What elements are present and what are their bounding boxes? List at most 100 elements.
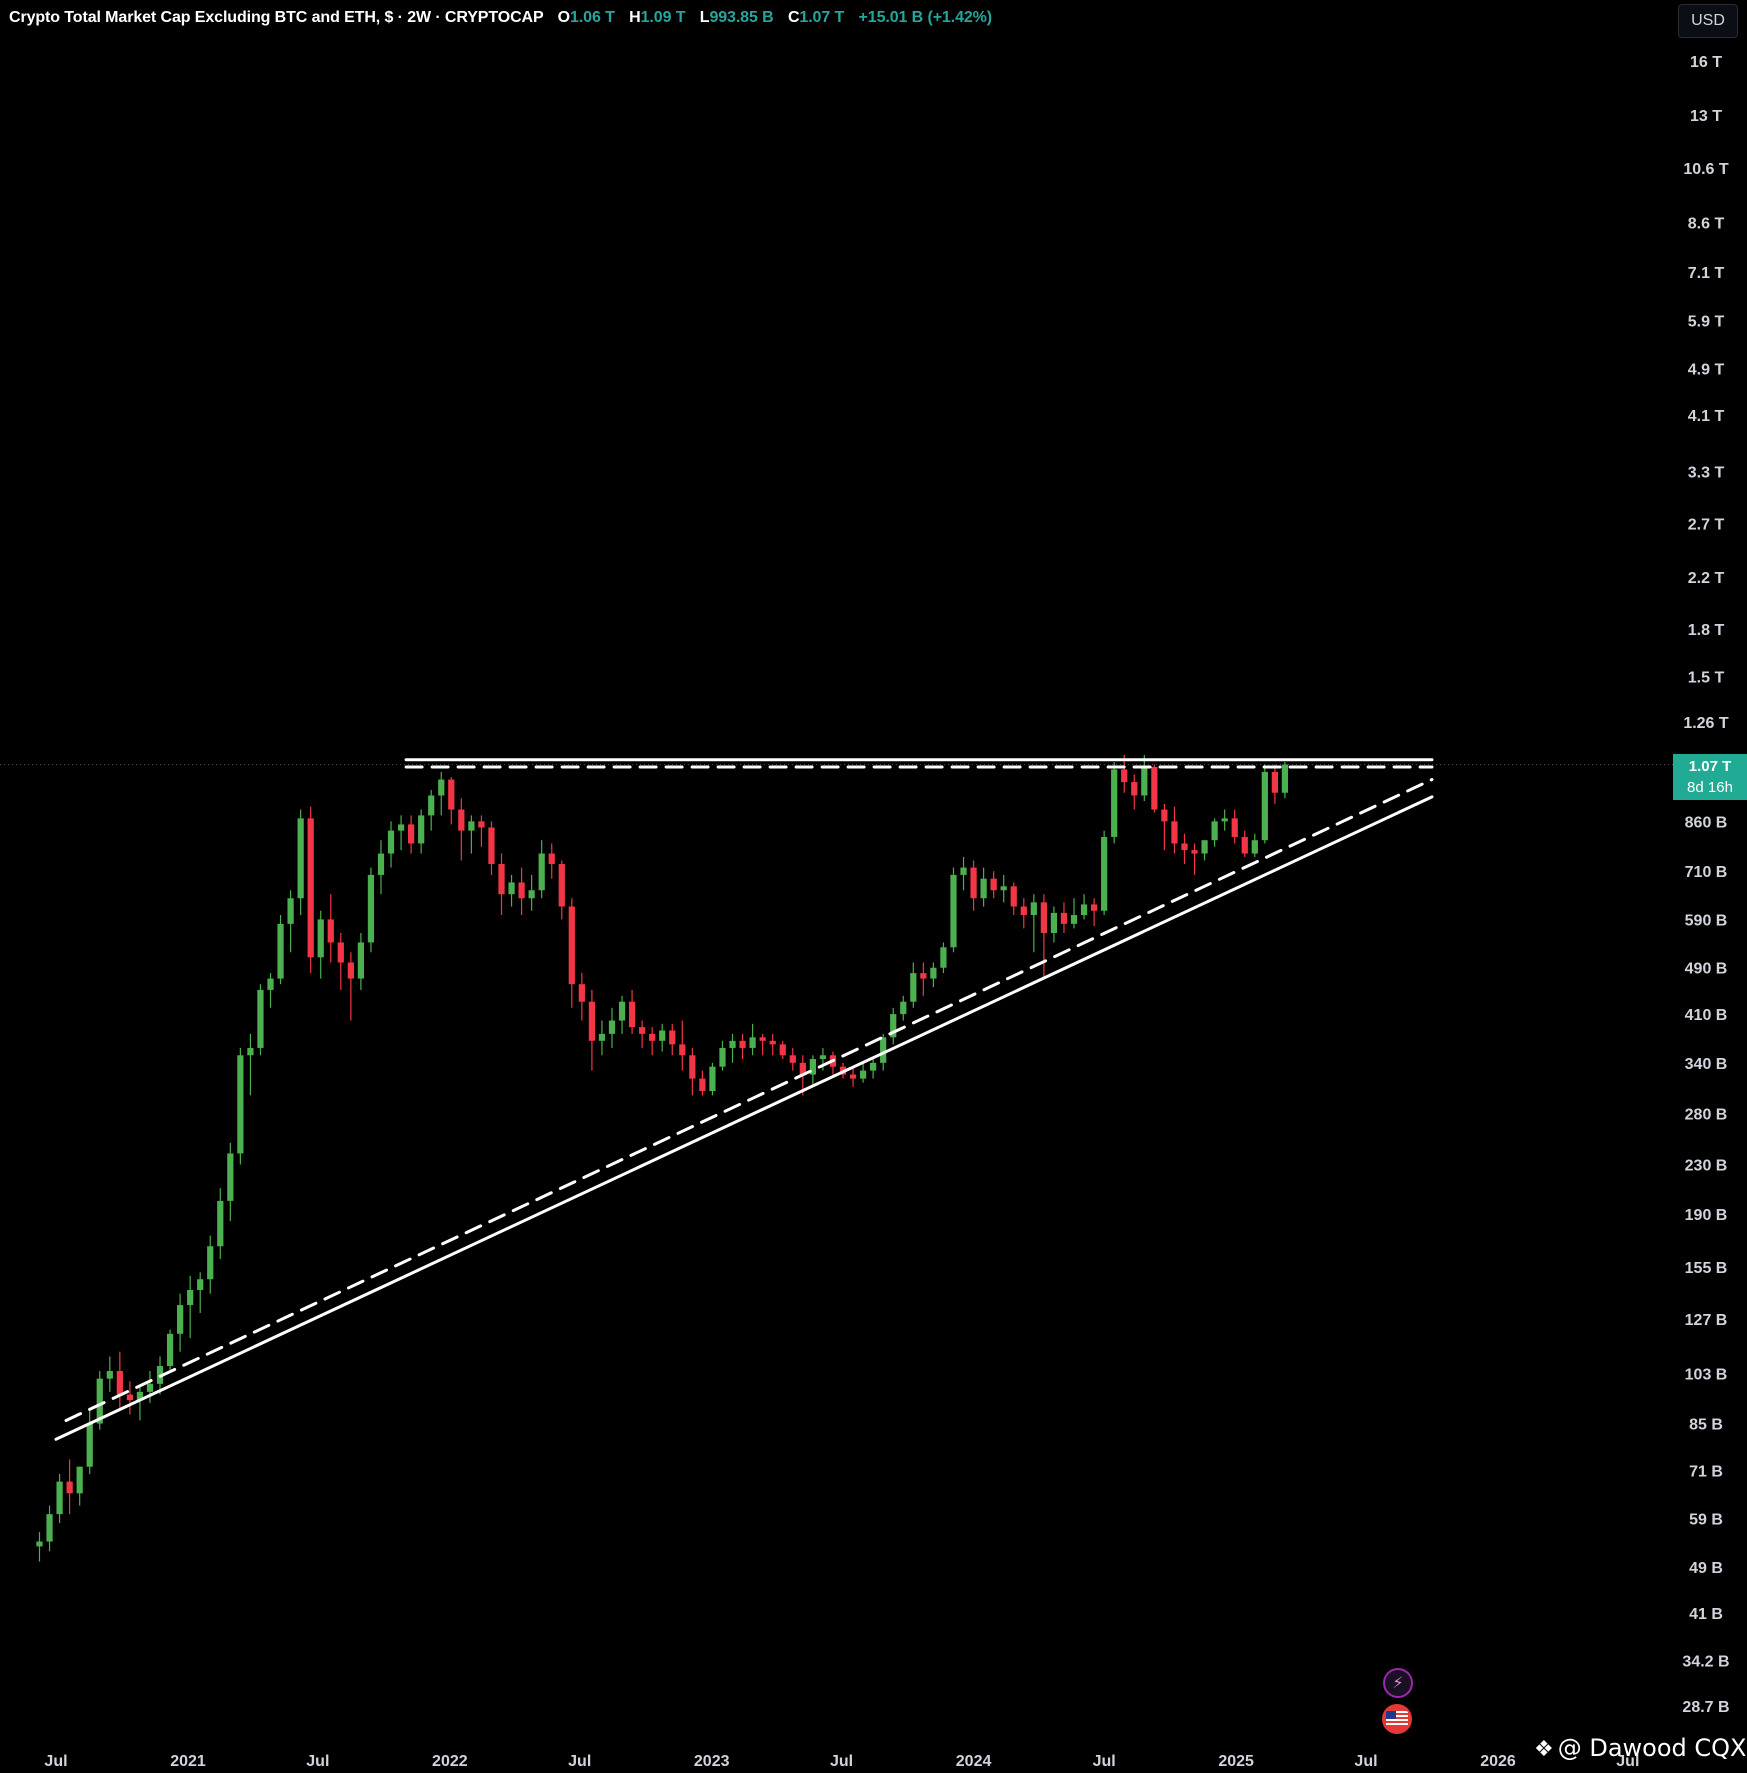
candle-body — [87, 1424, 93, 1467]
candles — [36, 755, 1288, 1562]
candle-body — [820, 1055, 826, 1059]
candle — [589, 990, 595, 1071]
candle — [217, 1188, 223, 1259]
candle-body — [739, 1041, 745, 1048]
support-dashed-line[interactable] — [66, 780, 1432, 1421]
candle-body — [760, 1037, 766, 1040]
candle-body — [458, 810, 464, 831]
candle — [257, 984, 263, 1055]
candle — [709, 1063, 715, 1096]
candle — [549, 843, 555, 878]
time-tick-label: Jul — [1093, 1753, 1116, 1770]
candle-body — [1091, 904, 1097, 910]
candle-body — [267, 979, 273, 990]
price-tick-label: 85 B — [1689, 1417, 1723, 1434]
time-axis[interactable]: Jul 2021 Jul 2022 Jul 2023 Jul 2024 Jul 2025 Jul 20… — [44, 1753, 1639, 1770]
candle-body — [991, 879, 997, 891]
candle-body — [629, 1002, 635, 1027]
candle — [478, 815, 484, 846]
candle-body — [277, 924, 283, 979]
price-tick-label: 5.9 T — [1688, 313, 1725, 330]
candle — [338, 933, 344, 990]
price-tick-label: 490 B — [1685, 961, 1728, 978]
candle — [488, 821, 494, 875]
candle — [428, 790, 434, 831]
currency-button[interactable]: USD — [1678, 4, 1738, 38]
candle — [227, 1143, 233, 1221]
candle — [1282, 762, 1288, 798]
time-tick-label: 2023 — [694, 1753, 730, 1770]
candle — [1081, 894, 1087, 919]
candle — [699, 1071, 705, 1096]
author-watermark: ❖ @ Dawood CQX — [1534, 1734, 1747, 1762]
bar-countdown: 8d 16h — [1673, 777, 1747, 798]
price-tick-label: 3.3 T — [1688, 464, 1725, 481]
candle-body — [1051, 913, 1057, 933]
candle — [1011, 882, 1017, 915]
candle — [36, 1532, 42, 1561]
candle-body — [1061, 913, 1067, 924]
us-flag-icon[interactable] — [1382, 1704, 1412, 1734]
candle-body — [348, 962, 354, 978]
price-tick-label: 280 B — [1685, 1106, 1728, 1123]
price-tick-label: 41 B — [1689, 1606, 1723, 1623]
candle — [991, 871, 997, 898]
close-value: 1.07 T — [799, 9, 844, 26]
time-tick-label: Jul — [306, 1753, 329, 1770]
low-key: L — [700, 9, 710, 26]
candle-body — [529, 890, 535, 898]
candle — [468, 815, 474, 853]
candle-body — [589, 1002, 595, 1041]
candle-body — [388, 831, 394, 854]
time-tick-label: 2026 — [1480, 1753, 1516, 1770]
candle — [398, 815, 404, 850]
candle — [458, 798, 464, 860]
candle — [127, 1381, 133, 1414]
candle — [529, 875, 535, 911]
candle-body — [559, 864, 565, 906]
candle-body — [338, 942, 344, 962]
candle — [1061, 902, 1067, 933]
lightning-icon[interactable]: ⚡ — [1383, 1668, 1413, 1698]
candle — [729, 1034, 735, 1063]
price-tick-label: 190 B — [1685, 1207, 1728, 1224]
binance-logo-icon: ❖ — [1534, 1737, 1554, 1762]
support-solid-line[interactable] — [56, 797, 1432, 1439]
candle-body — [358, 942, 364, 978]
candle-body — [308, 818, 314, 957]
candle — [77, 1467, 83, 1506]
candle-body — [1161, 810, 1167, 822]
candle-body — [197, 1279, 203, 1290]
candle-body — [1242, 837, 1248, 854]
candle-body — [378, 854, 384, 875]
candle-body — [950, 875, 956, 947]
candle — [277, 915, 283, 984]
price-axis[interactable]: 16 T 13 T 10.6 T 8.6 T 7.1 T 5.9 T 4.9 T 4.1 T 3… — [1682, 54, 1729, 1716]
candle — [719, 1041, 725, 1071]
candle — [308, 807, 314, 973]
candle — [1031, 894, 1037, 952]
candle-body — [46, 1514, 52, 1541]
candle-body — [237, 1055, 243, 1153]
candle-body — [217, 1201, 223, 1246]
price-tick-label: 28.7 B — [1682, 1699, 1729, 1716]
candle-body — [780, 1044, 786, 1055]
candle — [780, 1041, 786, 1059]
candle — [770, 1034, 776, 1055]
price-tick-label: 16 T — [1690, 54, 1722, 71]
candle — [287, 890, 293, 952]
candle-body — [227, 1153, 233, 1200]
candle-body — [408, 824, 414, 843]
candle-body — [659, 1030, 665, 1040]
candle — [790, 1048, 796, 1071]
candle — [498, 854, 504, 916]
candle-body — [699, 1079, 705, 1091]
time-tick-label: Jul — [1354, 1753, 1377, 1770]
price-tick-label: 590 B — [1685, 912, 1728, 929]
candle — [147, 1371, 153, 1403]
candle — [358, 933, 364, 990]
candle — [67, 1460, 73, 1515]
candle-body — [920, 973, 926, 978]
candle-body — [1021, 907, 1027, 916]
